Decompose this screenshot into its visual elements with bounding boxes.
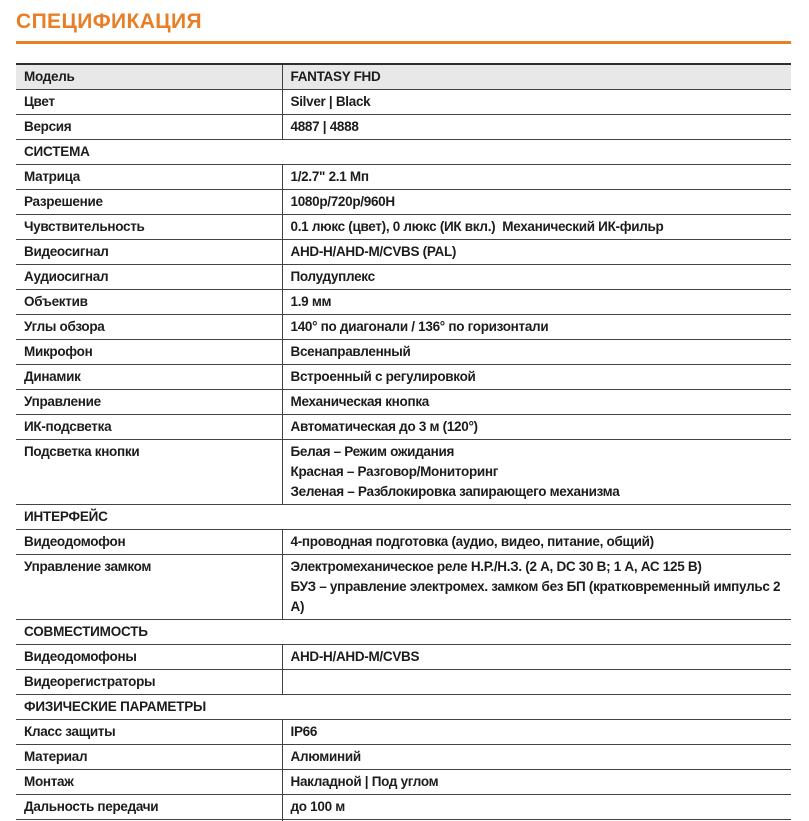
spec-label: Видеодомофоны: [16, 644, 283, 670]
table-row: Влажностьдо 98%: [16, 819, 791, 821]
table-row: Чувствительность 0.1 люкс (цвет), 0 люкс …: [16, 214, 791, 240]
spec-value: Алюминий: [282, 744, 791, 770]
spec-label: Динамик: [16, 364, 283, 390]
spec-label: Модель: [16, 64, 283, 90]
spec-value: [282, 669, 791, 695]
spec-value: Электромеханическое реле Н.Р./Н.З. (2 А,…: [282, 554, 791, 620]
table-row: Монтаж Накладной | Под углом: [16, 769, 791, 795]
table-row: Материал Алюминий: [16, 744, 791, 770]
table-row: ИК-подсветка Автоматическая до 3 м (120°): [16, 414, 791, 440]
spec-label: Видеодомофон: [16, 529, 283, 555]
spec-label: Аудиосигнал: [16, 264, 283, 290]
spec-label: Версия: [16, 114, 283, 140]
table-row: Аудиосигнал Полудуплекс: [16, 264, 791, 290]
section-row: ИНТЕРФЕЙС: [16, 504, 791, 530]
spec-label: Видеосигнал: [16, 239, 283, 265]
table-row: Подсветка кнопки Белая – Режим ожидания К…: [16, 439, 791, 505]
table-row: Углы обзора 140° по диагонали / 136° по г…: [16, 314, 791, 340]
spec-label: Управление: [16, 389, 283, 415]
section-header: ФИЗИЧЕСКИЕ ПАРАМЕТРЫ: [16, 694, 791, 720]
spec-value: 140° по диагонали / 136° по горизонтали: [282, 314, 791, 340]
spec-value: до 100 м: [282, 794, 791, 820]
spec-value: Белая – Режим ожидания Красная – Разгово…: [282, 439, 791, 505]
spec-label: Микрофон: [16, 339, 283, 365]
table-row: Матрица 1/2.7" 2.1 Мп: [16, 164, 791, 190]
table-row: Видеорегистраторы: [16, 669, 791, 695]
spec-value: IP66: [282, 719, 791, 745]
spec-label: Матрица: [16, 164, 283, 190]
spec-value: Встроенный с регулировкой: [282, 364, 791, 390]
spec-label: Углы обзора: [16, 314, 283, 340]
spec-label: ИК-подсветка: [16, 414, 283, 440]
section-row: ФИЗИЧЕСКИЕ ПАРАМЕТРЫ: [16, 694, 791, 720]
spec-value: до 98%: [282, 819, 791, 821]
spec-value: Silver | Black: [282, 89, 791, 115]
spec-label: Чувствительность: [16, 214, 283, 240]
table-row: Дальность передачи до 100 м: [16, 794, 791, 820]
spec-value: 1/2.7" 2.1 Мп: [282, 164, 791, 190]
spec-label: Подсветка кнопки: [16, 439, 283, 505]
table-row: Класс защиты IP66: [16, 719, 791, 745]
spec-label: Класс защиты: [16, 719, 283, 745]
table-row: Разрешение 1080p/720p/960H: [16, 189, 791, 215]
spec-label: Влажность: [16, 819, 283, 821]
spec-value: 4-проводная подготовка (аудио, видео, пи…: [282, 529, 791, 555]
spec-label: Управление замком: [16, 554, 283, 620]
spec-label: Разрешение: [16, 189, 283, 215]
spec-value: AHD-H/AHD-M/CVBS: [282, 644, 791, 670]
spec-table: Модель FANTASY FHD Цвет Silver | Black Верси…: [16, 63, 791, 821]
spec-value: Полудуплекс: [282, 264, 791, 290]
spec-value: 4887 | 4888: [282, 114, 791, 140]
page-title: СПЕЦИФИКАЦИЯ: [16, 10, 203, 33]
table-row: Видеосигнал AHD-H/AHD-M/CVBS (PAL): [16, 239, 791, 265]
spec-value: Автоматическая до 3 м (120°): [282, 414, 791, 440]
table-row: Управление замком Электромеханическое рел…: [16, 554, 791, 620]
section-header: СОВМЕСТИМОСТЬ: [16, 619, 791, 645]
title-underline: [16, 41, 791, 44]
spec-label: Дальность передачи: [16, 794, 283, 820]
spec-value: 0.1 люкс (цвет), 0 люкс (ИК вкл.) Механи…: [282, 214, 791, 240]
spec-value: Всенаправленный: [282, 339, 791, 365]
table-row: Динамик Встроенный с регулировкой: [16, 364, 791, 390]
table-row: Цвет Silver | Black: [16, 89, 791, 115]
section-row: СОВМЕСТИМОСТЬ: [16, 619, 791, 645]
spec-value: FANTASY FHD: [282, 64, 791, 90]
spec-value: 1080p/720p/960H: [282, 189, 791, 215]
table-row: Объектив 1.9 мм: [16, 289, 791, 315]
spec-value: Накладной | Под углом: [282, 769, 791, 795]
table-row: Видеодомофон 4-проводная подготовка (ауди…: [16, 529, 791, 555]
table-row: Управление Механическая кнопка: [16, 389, 791, 415]
spec-label: Монтаж: [16, 769, 283, 795]
table-row: Версия 4887 | 4888: [16, 114, 791, 140]
section-header: ИНТЕРФЕЙС: [16, 504, 791, 530]
table-row: Микрофон Всенаправленный: [16, 339, 791, 365]
spec-label: Объектив: [16, 289, 283, 315]
spec-table-body: Модель FANTASY FHD Цвет Silver | Black Верси…: [16, 64, 791, 821]
table-row: Модель FANTASY FHD: [16, 64, 791, 90]
table-row: Видеодомофоны AHD-H/AHD-M/CVBS: [16, 644, 791, 670]
spec-value: AHD-H/AHD-M/CVBS (PAL): [282, 239, 791, 265]
spec-label: Видеорегистраторы: [16, 669, 283, 695]
spec-label: Материал: [16, 744, 283, 770]
section-row: СИСТЕМА: [16, 139, 791, 165]
section-header: СИСТЕМА: [16, 139, 791, 165]
spec-label: Цвет: [16, 89, 283, 115]
spec-value: Механическая кнопка: [282, 389, 791, 415]
spec-value: 1.9 мм: [282, 289, 791, 315]
